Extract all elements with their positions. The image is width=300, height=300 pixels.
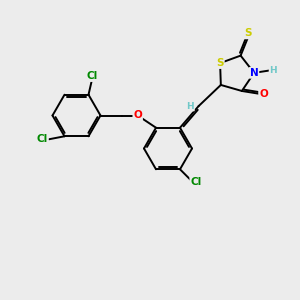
Text: Cl: Cl bbox=[86, 71, 98, 81]
Text: O: O bbox=[133, 110, 142, 121]
Text: S: S bbox=[216, 58, 224, 68]
Text: Cl: Cl bbox=[190, 177, 202, 187]
Text: S: S bbox=[244, 28, 252, 38]
Text: H: H bbox=[269, 66, 277, 75]
Text: H: H bbox=[186, 102, 194, 111]
Text: Cl: Cl bbox=[37, 134, 48, 144]
Text: O: O bbox=[259, 89, 268, 99]
Text: N: N bbox=[250, 68, 259, 78]
